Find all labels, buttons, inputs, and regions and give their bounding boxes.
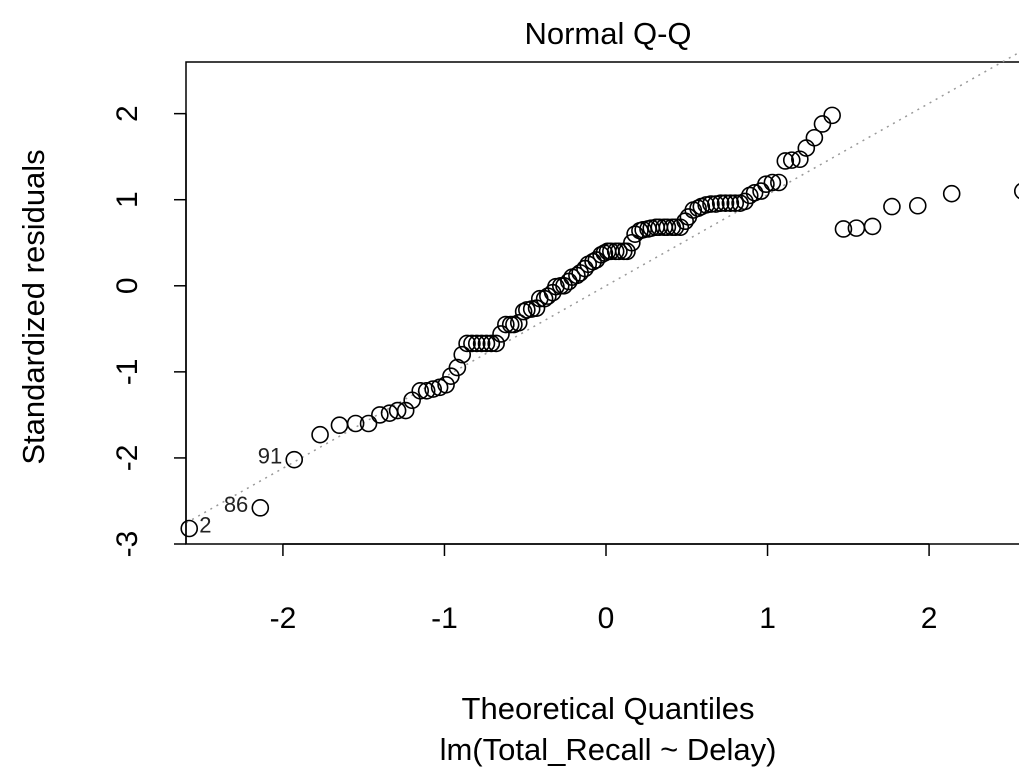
data-point <box>477 334 496 353</box>
data-point <box>251 499 270 517</box>
data-point <box>180 519 199 538</box>
data-point <box>330 416 349 435</box>
data-point <box>497 315 515 334</box>
data-point <box>763 173 782 192</box>
y-tick-label: -1 <box>111 359 144 386</box>
data-point <box>514 302 533 321</box>
point-label: 86 <box>224 492 248 517</box>
data-point <box>411 381 430 400</box>
data-point <box>726 194 745 212</box>
data-point <box>492 325 510 343</box>
data-point <box>610 242 628 261</box>
data-point <box>805 128 824 147</box>
data-point <box>458 334 476 353</box>
y-tick-label-group: -2 <box>111 445 144 472</box>
data-point <box>813 115 832 133</box>
data-point <box>1013 183 1019 200</box>
data-point <box>942 184 961 203</box>
data-point <box>770 173 788 192</box>
x-tick-label: 2 <box>921 602 938 635</box>
y-axis-label: Standardized residuals <box>16 149 51 464</box>
data-point <box>388 401 407 420</box>
chart-subtitle: lm(Total_Recall ~ Delay) <box>440 732 777 767</box>
data-point <box>721 194 740 212</box>
data-point <box>666 218 685 237</box>
y-tick-label: 0 <box>111 277 144 294</box>
data-point <box>757 175 775 194</box>
data-point <box>487 334 505 353</box>
data-point <box>776 152 795 170</box>
data-point <box>626 225 644 243</box>
point-label: 2 <box>199 513 211 538</box>
x-axis-title: Theoretical Quantiles <box>462 691 755 726</box>
data-point <box>437 375 455 394</box>
data-point <box>509 313 528 332</box>
data-point <box>834 220 853 238</box>
x-tick-label: -2 <box>270 602 297 635</box>
x-tick-label: 0 <box>598 602 615 635</box>
data-point <box>658 218 677 237</box>
data-point <box>467 334 486 353</box>
data-point <box>359 414 378 433</box>
data-point <box>791 150 809 169</box>
y-tick-label-group: 1 <box>111 191 144 208</box>
data-point <box>417 381 436 400</box>
data-point <box>463 334 481 353</box>
plot-frame <box>185 61 1019 545</box>
data-point <box>448 358 467 377</box>
data-point <box>482 334 501 353</box>
data-point <box>618 242 636 261</box>
data-point <box>396 401 415 420</box>
y-tick-label-group: 0 <box>111 277 144 294</box>
data-point <box>702 195 720 213</box>
y-tick-label-group: -1 <box>111 359 144 386</box>
y-tick-label: -2 <box>111 445 144 472</box>
y-tick-label: 1 <box>111 191 144 208</box>
data-point <box>285 450 304 469</box>
data-point <box>782 151 801 169</box>
data-point <box>863 217 882 236</box>
data-point <box>346 414 365 433</box>
data-point <box>689 199 707 218</box>
data-point <box>908 196 927 215</box>
x-tick-label: -1 <box>431 602 458 635</box>
y-axis-title: Standardized residuals <box>16 149 51 464</box>
data-point <box>623 233 641 252</box>
data-point <box>472 334 491 353</box>
y-tick-label-group: 2 <box>111 105 144 122</box>
data-point <box>823 106 841 125</box>
data-point <box>716 194 735 212</box>
y-tick-label: 2 <box>111 105 144 122</box>
data-point <box>453 345 472 364</box>
data-point <box>371 406 389 424</box>
point-label: 91 <box>258 444 282 469</box>
y-tick-label: -3 <box>111 531 144 558</box>
data-point <box>424 380 442 398</box>
x-axis: -2 -1 0 1 2 <box>270 543 938 635</box>
point-labels: 2 86 91 <box>199 444 282 538</box>
data-point <box>745 184 764 202</box>
reference-line <box>185 51 1019 524</box>
data-point <box>595 244 614 262</box>
data-point <box>711 194 730 212</box>
data-point <box>311 425 329 444</box>
chart-title: Normal Q-Q <box>524 16 691 51</box>
qq-reference-line <box>185 51 1019 524</box>
data-point <box>883 197 901 216</box>
y-tick-label-group: -3 <box>111 531 144 558</box>
y-axis: -3 -2 -1 0 1 2 <box>111 105 187 558</box>
data-points <box>180 106 1019 538</box>
x-tick-label: 1 <box>759 602 776 635</box>
